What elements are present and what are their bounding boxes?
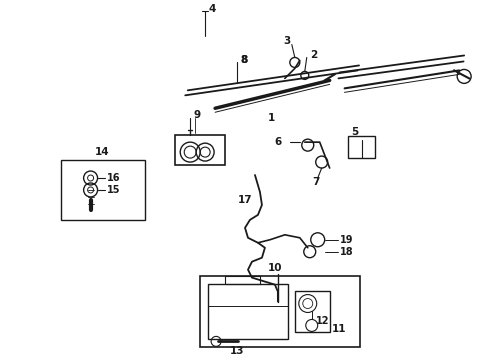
Text: 6: 6 xyxy=(274,137,282,147)
Text: 15: 15 xyxy=(106,185,120,195)
Bar xyxy=(225,276,260,284)
Text: 19: 19 xyxy=(340,235,353,245)
Text: 17: 17 xyxy=(238,195,253,205)
Text: 8: 8 xyxy=(240,55,247,66)
Bar xyxy=(347,136,375,158)
Bar xyxy=(175,135,225,165)
Text: 3: 3 xyxy=(283,36,291,46)
Bar xyxy=(61,160,146,220)
Text: 1: 1 xyxy=(268,113,275,123)
Bar xyxy=(295,291,330,332)
Bar xyxy=(208,284,288,339)
Bar xyxy=(200,276,360,347)
Text: 14: 14 xyxy=(95,147,110,157)
Text: 12: 12 xyxy=(316,316,329,327)
Text: 10: 10 xyxy=(268,263,282,273)
Text: 2: 2 xyxy=(310,50,317,60)
Text: 5: 5 xyxy=(351,127,358,137)
Text: 18: 18 xyxy=(340,247,353,257)
Text: 9: 9 xyxy=(193,110,200,120)
Text: 16: 16 xyxy=(106,173,120,183)
Text: 4: 4 xyxy=(208,4,216,14)
Text: 11: 11 xyxy=(332,324,346,334)
Text: 8: 8 xyxy=(240,55,247,66)
Text: 7: 7 xyxy=(312,177,319,187)
Text: 13: 13 xyxy=(230,346,245,356)
